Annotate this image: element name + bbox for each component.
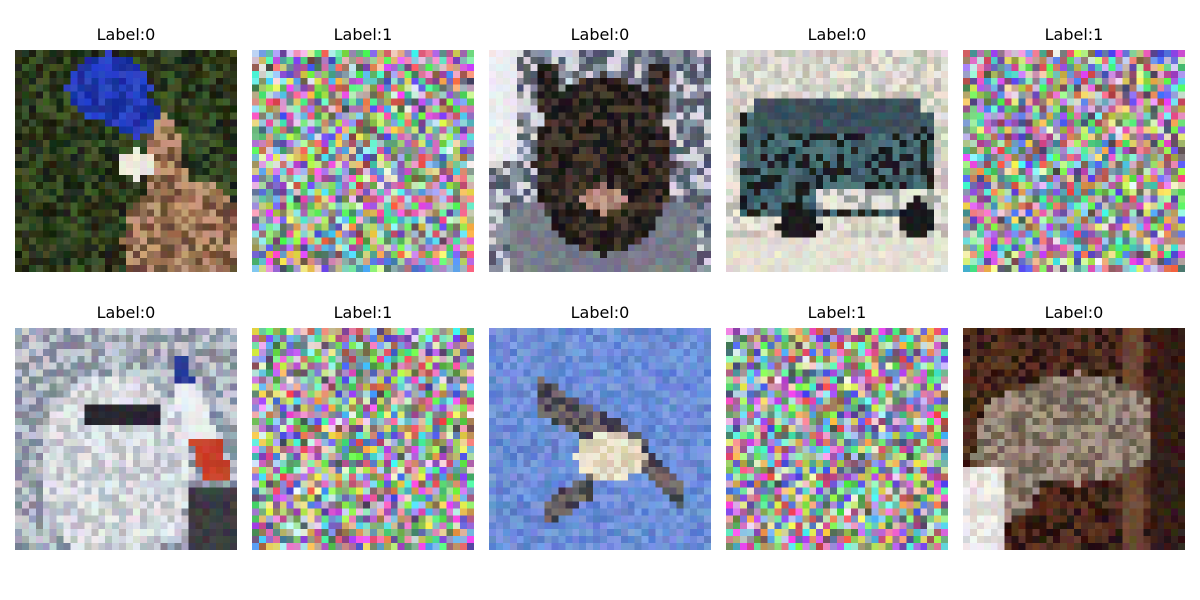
panel-image-noise (252, 50, 474, 272)
panel-image-cat (489, 50, 711, 272)
panel-label: Label:0 (807, 25, 867, 44)
panel-image-airplane (15, 328, 237, 550)
panel-label: Label:1 (333, 25, 393, 44)
panel-label: Label:0 (570, 303, 630, 322)
panel-label: Label:0 (96, 303, 156, 322)
panel-image-deer (15, 50, 237, 272)
panel-image-noise (963, 50, 1185, 272)
panel-label: Label:1 (333, 303, 393, 322)
panel-image-noise (726, 328, 948, 550)
panel-image-truck (726, 50, 948, 272)
panel-image-bird (489, 328, 711, 550)
panel-label: Label:0 (570, 25, 630, 44)
panel-label: Label:0 (1044, 303, 1104, 322)
panel-label: Label:1 (1044, 25, 1104, 44)
panel-image-noise (252, 328, 474, 550)
panel-image-horse (963, 328, 1185, 550)
panel-label: Label:1 (807, 303, 867, 322)
panel-label: Label:0 (96, 25, 156, 44)
